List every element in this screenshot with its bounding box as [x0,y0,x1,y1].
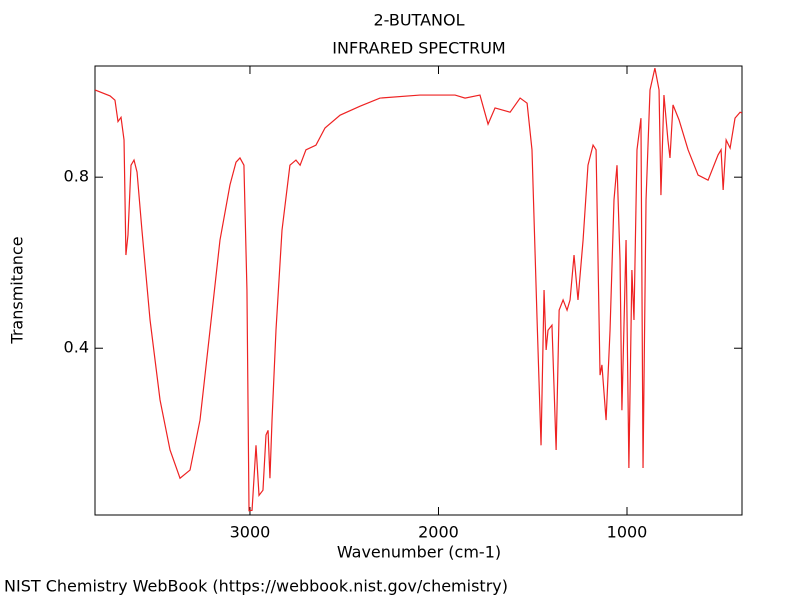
chart-title: 2-BUTANOL [373,11,464,30]
x-tick-label: 2000 [418,523,459,542]
y-tick-label: 0.4 [64,338,89,357]
spectrum-line [95,68,742,512]
x-tick-label: 1000 [607,523,648,542]
plot-frame [94,65,743,516]
x-axis-label: Wavenumber (cm-1) [337,543,501,562]
x-tick-label: 3000 [230,523,271,542]
chart-subtitle: INFRARED SPECTRUM [332,39,505,58]
y-tick-label: 0.8 [64,167,89,186]
y-axis-label: Transmitance [8,236,27,344]
footer: NIST Chemistry WebBook (https://webbook.… [4,577,508,596]
